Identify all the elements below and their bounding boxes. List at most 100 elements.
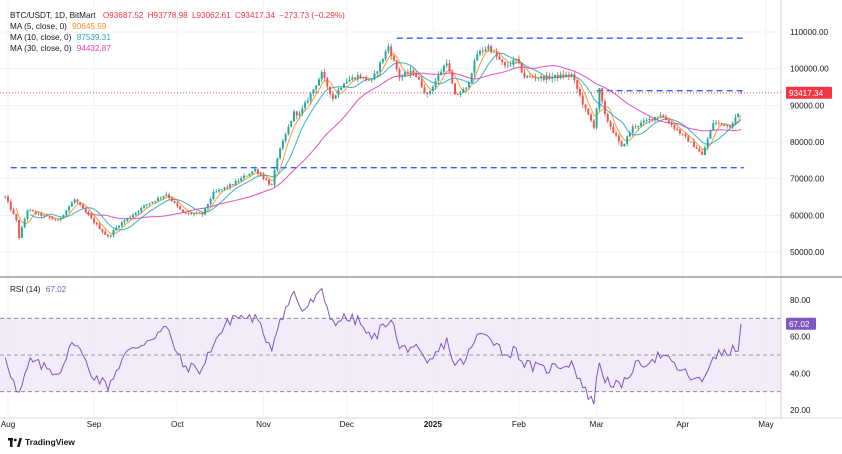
candle-body — [18, 220, 21, 238]
candle-body — [154, 201, 157, 202]
rsi-axis[interactable]: 80.00 60.00 40.00 20.00 67.02 — [786, 296, 816, 415]
candle-body — [676, 128, 679, 130]
candle-body — [118, 225, 121, 228]
candle-body — [731, 123, 734, 128]
candle-body — [529, 75, 531, 77]
rsi-line — [4, 287, 742, 405]
rsi-legend[interactable]: RSI (14) 67.02 — [10, 284, 66, 295]
candle-body — [206, 204, 209, 208]
candle-body — [26, 210, 29, 220]
candle-body — [123, 220, 126, 223]
candle-body — [184, 212, 187, 214]
candle-body — [584, 104, 587, 109]
candle-body — [556, 74, 559, 78]
candle-body — [434, 80, 437, 87]
candle-body — [728, 125, 731, 128]
candle-body — [515, 58, 518, 60]
ma5-legend[interactable]: MA (5, close, 0) 90645.59 — [10, 21, 106, 32]
open-value: O93687.52 — [102, 11, 144, 20]
candle-body — [337, 89, 340, 96]
candle-body — [423, 87, 426, 93]
candle-body — [165, 194, 168, 197]
candle-body — [442, 65, 445, 72]
candle-body — [256, 169, 259, 174]
candle-body — [573, 74, 576, 81]
candle-body — [104, 231, 107, 235]
ma10-value: 87539.31 — [76, 33, 111, 42]
candle-body — [415, 72, 418, 77]
candle-body — [715, 122, 717, 124]
candle-body — [7, 196, 9, 202]
candle-body — [265, 178, 268, 181]
candle-body — [495, 51, 498, 57]
symbol-legend[interactable]: BTC/USDT, 1D, BitMart O93687.52 H93778.9… — [10, 10, 347, 21]
tradingview-icon — [8, 437, 22, 447]
candle-body — [218, 189, 220, 192]
candle-body — [473, 60, 476, 74]
candle-body — [467, 82, 470, 88]
candle-body — [320, 71, 323, 80]
candle-body — [226, 187, 229, 189]
candle-body — [409, 70, 412, 74]
candle-body — [84, 208, 87, 213]
candle-body — [726, 125, 729, 126]
candle-body — [9, 201, 12, 210]
candle-body — [173, 201, 176, 203]
candle-body — [462, 89, 465, 94]
candle-body — [603, 101, 606, 114]
tradingview-logo[interactable]: TradingView — [8, 437, 75, 447]
candle-body — [348, 79, 351, 82]
candle-body — [720, 122, 723, 124]
candle-body — [59, 217, 62, 220]
candle-body — [54, 219, 57, 221]
candle-body — [626, 136, 629, 144]
price-axis[interactable]: 110000.00 100000.00 90000.00 80000.00 70000.… — [786, 28, 832, 257]
candle-body — [653, 117, 656, 121]
candle-body — [359, 75, 362, 79]
candle-body — [376, 71, 379, 74]
candle-body — [190, 212, 193, 215]
candle-body — [456, 94, 459, 96]
candle-body — [245, 175, 248, 177]
candle-body — [323, 71, 326, 78]
rsi-label: RSI (14) — [10, 285, 41, 294]
candle-body — [576, 80, 579, 89]
candle-body — [659, 115, 662, 117]
ma30-label: MA (30, close, 0) — [10, 44, 72, 53]
ma30-legend[interactable]: MA (30, close, 0) 94432.87 — [10, 43, 111, 54]
rsi-value-tag — [786, 317, 816, 330]
rsi-tick-label: 40.00 — [790, 369, 811, 378]
time-tick-label: Oct — [171, 420, 184, 429]
candle-body — [542, 76, 545, 80]
time-tick-label: Apr — [676, 420, 689, 429]
candle-body — [315, 85, 318, 90]
candle-body — [187, 212, 190, 214]
candle-body — [642, 120, 645, 123]
candle-body — [212, 191, 215, 200]
candle-body — [193, 213, 196, 215]
candle-body — [406, 72, 409, 74]
candle-body — [229, 184, 232, 188]
time-axis[interactable]: Aug Sep Oct Nov Dec 2025 Feb Mar Apr May — [1, 420, 775, 429]
candle-body — [57, 219, 59, 221]
candle-body — [65, 210, 68, 216]
candle-body — [687, 136, 690, 142]
candle-body — [356, 75, 359, 80]
candle-body — [259, 173, 262, 176]
ma-line-10 — [29, 52, 742, 231]
candle-body — [587, 108, 590, 115]
candle-body — [290, 121, 293, 127]
candle-body — [740, 91, 742, 93]
candle-body — [143, 205, 146, 208]
candle-body — [293, 111, 295, 122]
candle-body — [234, 181, 237, 186]
candle-body — [279, 148, 282, 159]
candle-body — [262, 175, 265, 179]
ma-line-5 — [15, 49, 742, 235]
candle-body — [651, 118, 654, 121]
candle-body — [93, 218, 96, 223]
candle-body — [670, 123, 673, 125]
candle-body — [170, 197, 173, 202]
candle-body — [534, 77, 537, 79]
ma10-legend[interactable]: MA (10, close, 0) 87539.31 — [10, 32, 111, 43]
